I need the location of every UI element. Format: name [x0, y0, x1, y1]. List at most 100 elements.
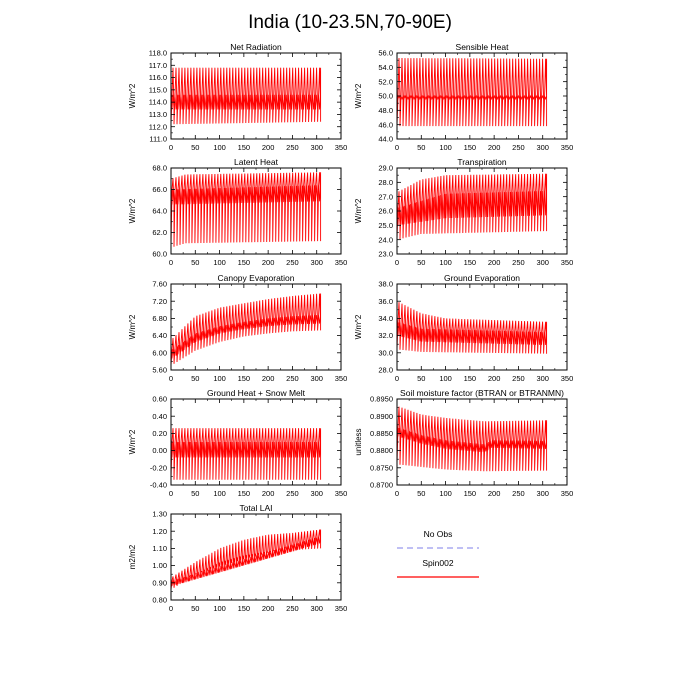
series-line-inner: [396, 427, 547, 453]
y-tick-label: 6.00: [152, 348, 167, 357]
x-tick-label: 100: [213, 143, 226, 152]
y-tick-label: 28.0: [378, 366, 393, 375]
y-axis-label: W/m^2: [354, 198, 363, 223]
panel-title: Transpiration: [457, 157, 507, 167]
y-tick-label: 29.0: [378, 164, 393, 173]
x-tick-label: 200: [262, 604, 275, 613]
x-tick-label: 0: [169, 258, 173, 267]
x-tick-label: 250: [512, 143, 525, 152]
x-tick-label: 350: [335, 489, 348, 498]
panel-title: Canopy Evaporation: [217, 273, 294, 283]
y-axis-label: m2/m2: [128, 544, 137, 569]
series-line: [170, 428, 322, 480]
y-tick-label: 6.80: [152, 314, 167, 323]
x-tick-label: 50: [191, 258, 199, 267]
x-tick-label: 200: [488, 374, 501, 383]
y-tick-label: 36.0: [378, 297, 393, 306]
series-line-inner: [396, 94, 547, 101]
y-tick-label: 44.0: [378, 135, 393, 144]
x-tick-label: 350: [561, 143, 574, 152]
x-tick-label: 250: [286, 143, 299, 152]
chart-panel: Net Radiation W/m^2 0 50 100 150 200 250 300 350 1…: [128, 42, 347, 152]
y-tick-label: 60.0: [152, 250, 167, 259]
x-tick-label: 50: [191, 374, 199, 383]
y-tick-label: 56.0: [378, 49, 393, 58]
y-axis-label: W/m^2: [128, 198, 137, 223]
y-tick-label: 0.40: [152, 412, 167, 421]
y-tick-label: 5.60: [152, 366, 167, 375]
x-tick-label: 200: [488, 489, 501, 498]
y-tick-label: 30.0: [378, 348, 393, 357]
x-tick-label: 150: [238, 143, 251, 152]
panel-title: Total LAI: [239, 503, 272, 513]
x-tick-label: 150: [238, 604, 251, 613]
x-tick-label: 300: [536, 489, 549, 498]
y-tick-label: 54.0: [378, 63, 393, 72]
panel-title: Ground Heat + Snow Melt: [207, 388, 306, 398]
y-tick-label: 113.0: [149, 110, 167, 119]
series-line: [396, 173, 548, 240]
y-axis-label: W/m^2: [354, 314, 363, 339]
y-tick-label: 23.0: [378, 250, 393, 259]
series-line-inner: [396, 190, 547, 226]
series-line: [396, 406, 548, 472]
y-tick-label: 1.10: [152, 544, 167, 553]
y-tick-label: 115.0: [149, 85, 167, 94]
y-tick-label: -0.40: [150, 481, 167, 490]
y-tick-label: 7.60: [152, 280, 167, 289]
y-tick-label: 6.40: [152, 331, 167, 340]
x-tick-label: 350: [561, 374, 574, 383]
y-axis-label: W/m^2: [354, 83, 363, 108]
y-tick-label: 52.0: [378, 77, 393, 86]
y-tick-label: 7.20: [152, 297, 167, 306]
x-tick-label: 200: [488, 258, 501, 267]
chart-panel: Ground Heat + Snow Melt W/m^2 0 50 100 150 200…: [128, 388, 347, 498]
y-tick-label: 1.20: [152, 527, 167, 536]
series-line-inner: [170, 185, 321, 205]
x-tick-label: 250: [286, 489, 299, 498]
x-tick-label: 150: [238, 489, 251, 498]
x-tick-label: 0: [395, 258, 399, 267]
x-tick-label: 200: [262, 489, 275, 498]
x-tick-label: 100: [213, 374, 226, 383]
y-tick-label: 26.0: [378, 207, 393, 216]
x-tick-label: 50: [191, 143, 199, 152]
x-tick-label: 100: [439, 143, 452, 152]
y-tick-label: 27.0: [378, 192, 393, 201]
x-tick-label: 0: [169, 489, 173, 498]
y-tick-label: 1.30: [152, 510, 167, 519]
legend-label: Spin002: [422, 558, 453, 568]
panel-title: Latent Heat: [234, 157, 279, 167]
x-tick-label: 200: [262, 258, 275, 267]
x-tick-label: 300: [536, 143, 549, 152]
x-tick-label: 150: [464, 143, 477, 152]
y-tick-label: -0.20: [150, 463, 167, 472]
x-tick-label: 100: [213, 604, 226, 613]
x-tick-label: 0: [169, 374, 173, 383]
y-tick-label: 32.0: [378, 331, 393, 340]
y-tick-label: 66.0: [152, 185, 167, 194]
x-tick-label: 200: [262, 143, 275, 152]
series-line-inner: [170, 94, 321, 110]
x-tick-label: 300: [536, 258, 549, 267]
y-tick-label: 68.0: [152, 164, 167, 173]
y-tick-label: 117.0: [149, 61, 167, 70]
chart-panel: Sensible Heat W/m^2 0 50 100 150 200 250 300 350 4…: [354, 42, 573, 152]
x-tick-label: 0: [169, 604, 173, 613]
chart-panel: Transpiration W/m^2 0 50 100 150 200 250 300 350 2…: [354, 157, 573, 267]
x-tick-label: 250: [286, 374, 299, 383]
y-tick-label: 0.8750: [370, 463, 393, 472]
y-axis-label: W/m^2: [128, 429, 137, 454]
x-tick-label: 250: [512, 489, 525, 498]
chart-panel: Ground Evaporation W/m^2 0 50 100 150 200 250 30…: [354, 273, 573, 383]
x-tick-label: 350: [335, 258, 348, 267]
chart-panel: Latent Heat W/m^2 0 50 100 150 200 250 300 350 60.…: [128, 157, 347, 267]
y-tick-label: 0.20: [152, 429, 167, 438]
x-tick-label: 0: [395, 489, 399, 498]
series-line-inner: [170, 314, 321, 359]
x-tick-label: 50: [417, 489, 425, 498]
y-tick-label: 34.0: [378, 314, 393, 323]
x-tick-label: 50: [191, 604, 199, 613]
legend: No Obs Spin002: [397, 529, 479, 578]
